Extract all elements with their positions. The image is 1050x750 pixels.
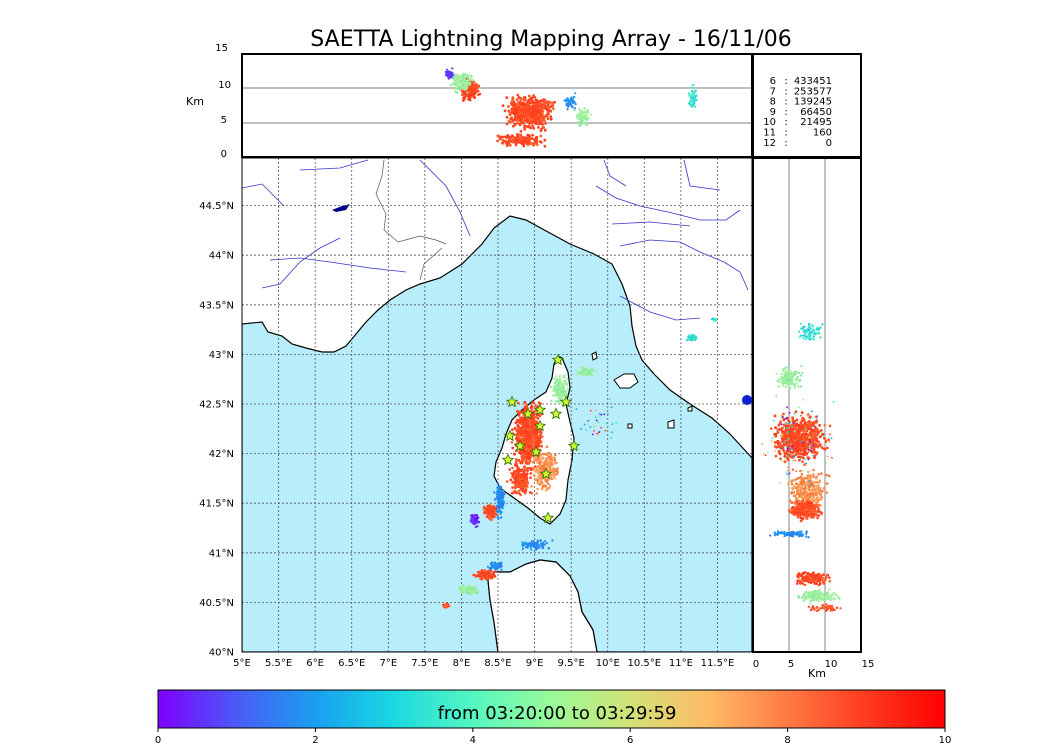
side-panel-x-tick: 10: [825, 659, 838, 670]
side-panel-x-tick: 15: [862, 659, 875, 670]
top-panel-y-tick: 5: [221, 115, 227, 126]
station-star-icon: [501, 453, 515, 466]
count-separator: :: [784, 138, 787, 149]
altitude-longitude-panel: Km 15 10 5 0: [186, 43, 753, 160]
reference-marker: [742, 395, 752, 405]
count-separator: :: [784, 117, 787, 128]
count-value: 433451: [794, 76, 832, 87]
count-value: 139245: [794, 97, 832, 108]
rivers: [242, 159, 749, 321]
side-panel-x-tick: 0: [753, 659, 759, 670]
station-star-icon: [541, 511, 555, 524]
longitude-label: 8°E: [453, 658, 471, 669]
longitude-label: 7.5°E: [411, 658, 438, 669]
station-star-icon: [503, 429, 517, 442]
lma-stations: [501, 353, 581, 524]
borders: [375, 159, 447, 281]
side-panel-x-tick: 5: [788, 659, 794, 670]
longitude-label: 10°E: [596, 658, 620, 669]
latitude-label: 40°N: [209, 648, 234, 659]
longitude-label: 9.5°E: [558, 658, 585, 669]
station-star-icon: [529, 445, 543, 458]
colorbar-label: from 03:20:00 to 03:29:59: [438, 703, 677, 724]
side-panel-points: [761, 322, 842, 613]
colorbar-gradient: [157, 689, 946, 729]
longitude-label: 6.5°E: [338, 658, 365, 669]
station-star-icon: [567, 439, 581, 452]
latitude-label: 44°N: [209, 251, 234, 262]
count-hour: 12: [763, 138, 776, 149]
longitude-label: 7°E: [379, 658, 397, 669]
count-separator: :: [784, 107, 787, 118]
map-graticule: [242, 158, 752, 652]
count-separator: :: [784, 128, 787, 139]
count-value: 253577: [794, 86, 832, 97]
longitude-label: 8.5°E: [484, 658, 511, 669]
latitude-label: 42.5°N: [199, 400, 234, 411]
elba-island: [613, 373, 639, 389]
station-star-icon: [549, 407, 563, 420]
top-panel-y-tick: 15: [215, 43, 228, 54]
latitude-altitude-panel: 0 5 10 15 Km: [752, 157, 875, 680]
latitude-label: 43°N: [209, 350, 234, 361]
count-separator: :: [784, 86, 787, 97]
count-hour: 9: [770, 107, 776, 118]
station-star-icon: [533, 403, 547, 416]
longitude-label: 11°E: [669, 658, 693, 669]
longitude-label: 5°E: [233, 658, 251, 669]
figure-title: SAETTA Lightning Mapping Array - 16/11/0…: [310, 27, 791, 52]
latitude-label: 40.5°N: [199, 598, 234, 609]
colorbar-tick-label: 0: [155, 735, 161, 746]
colorbar-tick-label: 6: [627, 735, 633, 746]
top-panel-y-tick: 0: [221, 149, 227, 160]
station-star-icon: [559, 395, 573, 408]
longitude-label: 5.5°E: [265, 658, 292, 669]
count-hour: 6: [770, 76, 776, 87]
latitude-label: 43.5°N: [199, 300, 234, 311]
count-hour: 10: [763, 117, 776, 128]
longitude-label: 10.5°E: [628, 658, 662, 669]
longitude-label: 6°E: [306, 658, 324, 669]
station-star-icon: [505, 395, 519, 408]
station-star-icon: [513, 439, 527, 452]
map-panel: 44.5°N 44°N 43.5°N 43°N 42.5°N 42°N 41.5°N 41°N…: [199, 157, 753, 669]
count-separator: :: [784, 76, 787, 87]
count-value: 0: [826, 138, 832, 149]
station-star-icon: [539, 467, 553, 480]
colorbar-tick-label: 10: [939, 735, 952, 746]
latitude-label: 44.5°N: [199, 201, 234, 212]
colorbar-tick-label: 2: [312, 735, 318, 746]
station-star-icon: [551, 353, 565, 366]
side-panel-unit-label: Km: [808, 667, 826, 680]
map-lightning-points: [442, 317, 718, 609]
top-panel-y-tick: 10: [218, 80, 231, 91]
colorbar-tick-label: 4: [470, 735, 476, 746]
colorbar-tick-label: 8: [784, 735, 790, 746]
count-value: 21495: [800, 117, 832, 128]
top-panel-unit-label: Km: [186, 95, 204, 108]
count-value: 66450: [800, 107, 832, 118]
count-hour: 7: [770, 86, 776, 97]
latitude-label: 41.5°N: [199, 499, 234, 510]
station-star-icon: [521, 407, 535, 420]
count-separator: :: [784, 97, 787, 108]
hourly-counts-box: 6:4334517:2535778:1392459:6645010:214951…: [752, 53, 862, 158]
station-star-icon: [533, 419, 547, 432]
longitude-label: 11.5°E: [701, 658, 735, 669]
count-hour: 8: [770, 97, 776, 108]
longitude-label: 9°E: [526, 658, 544, 669]
time-colorbar: from 03:20:00 to 03:29:59 0 2 4 6 8 10: [155, 689, 952, 746]
count-hour: 11: [763, 128, 776, 139]
count-value: 160: [813, 128, 832, 139]
latitude-label: 41°N: [209, 548, 234, 559]
top-panel-points: [444, 67, 698, 148]
latitude-label: 42°N: [209, 449, 234, 460]
